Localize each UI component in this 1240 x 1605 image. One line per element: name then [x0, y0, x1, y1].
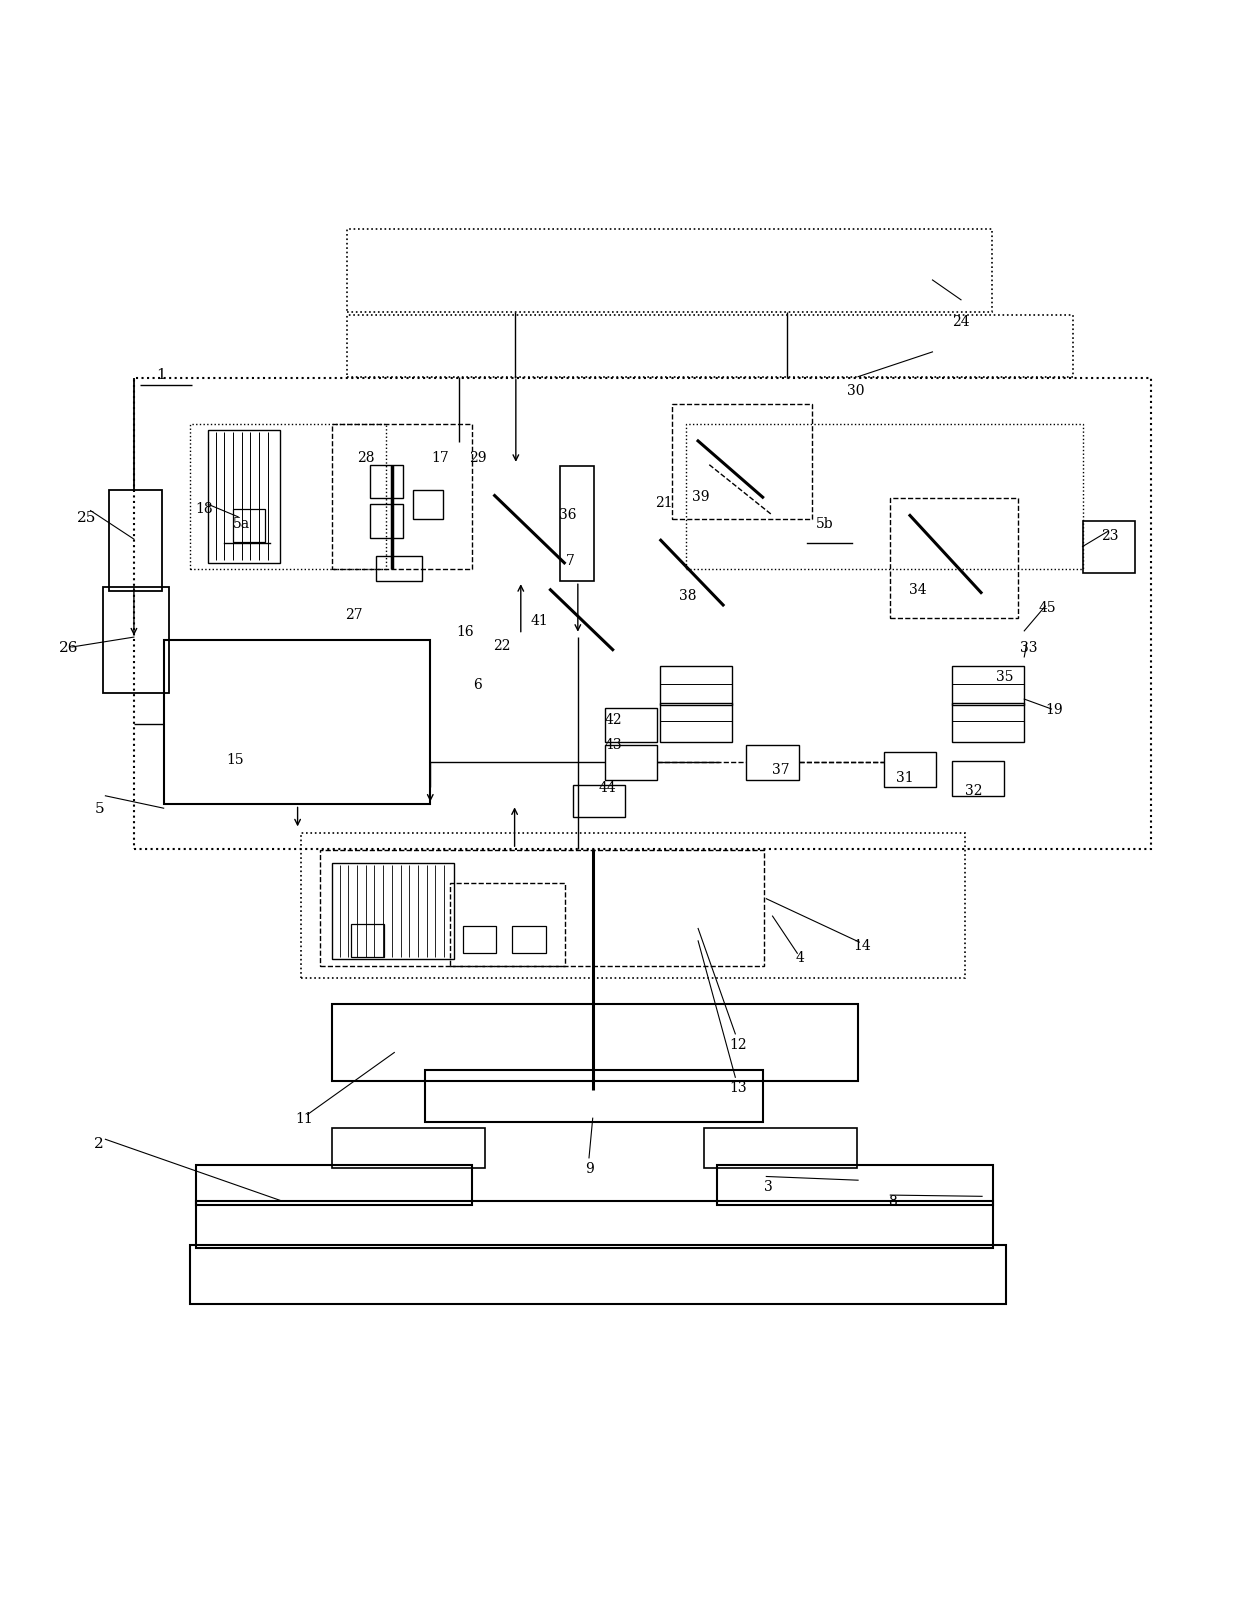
Bar — [370, 465, 403, 499]
Bar — [463, 926, 496, 953]
Bar — [376, 557, 422, 583]
Text: 36: 36 — [559, 509, 577, 522]
Text: 8: 8 — [888, 1194, 898, 1209]
Text: 21: 21 — [655, 496, 672, 510]
Text: 6: 6 — [472, 677, 482, 692]
Text: 23: 23 — [1101, 530, 1118, 542]
Text: 31: 31 — [897, 770, 914, 785]
Bar — [190, 1245, 1006, 1305]
Bar — [103, 587, 169, 693]
Text: 15: 15 — [227, 753, 244, 766]
Text: 27: 27 — [345, 607, 362, 621]
Bar — [134, 379, 1151, 849]
Text: 5b: 5b — [816, 517, 833, 531]
Text: 11: 11 — [295, 1112, 312, 1125]
Text: 30: 30 — [847, 384, 864, 398]
Bar — [573, 785, 625, 817]
Text: 45: 45 — [1039, 600, 1056, 615]
Bar — [233, 510, 265, 542]
Bar — [952, 666, 1024, 706]
Bar — [746, 745, 799, 780]
Text: 3: 3 — [764, 1180, 774, 1194]
Text: 35: 35 — [996, 669, 1013, 684]
Bar — [332, 1128, 485, 1168]
Bar — [208, 430, 280, 563]
Bar — [196, 1202, 993, 1249]
Text: 38: 38 — [680, 589, 697, 602]
Bar — [672, 404, 812, 520]
Bar — [890, 499, 1018, 620]
Bar — [370, 506, 403, 539]
Bar — [605, 708, 657, 743]
Text: 19: 19 — [1045, 703, 1063, 716]
Bar — [109, 490, 162, 592]
Text: 33: 33 — [1021, 640, 1038, 655]
Text: 2: 2 — [94, 1136, 104, 1151]
Bar — [196, 1165, 472, 1205]
Bar — [413, 490, 443, 520]
Text: 24: 24 — [952, 315, 970, 329]
Bar — [332, 863, 454, 960]
Text: 16: 16 — [456, 624, 474, 639]
Bar — [1083, 522, 1135, 573]
Bar — [952, 762, 1004, 796]
Bar — [320, 851, 764, 966]
Bar — [347, 316, 1073, 377]
Text: 34: 34 — [909, 583, 926, 597]
Text: 32: 32 — [965, 783, 982, 798]
Bar — [347, 230, 992, 313]
Bar — [660, 703, 732, 743]
Bar — [660, 666, 732, 706]
Bar — [190, 425, 386, 570]
Text: 4: 4 — [795, 950, 805, 965]
Text: 26: 26 — [58, 640, 78, 655]
Text: 37: 37 — [773, 762, 790, 777]
Text: 5: 5 — [94, 802, 104, 815]
Text: 42: 42 — [605, 713, 622, 727]
Bar — [425, 1071, 763, 1122]
Bar — [332, 425, 472, 570]
Bar — [560, 467, 594, 583]
Text: 1: 1 — [156, 368, 166, 382]
Text: 43: 43 — [605, 737, 622, 751]
Bar — [704, 1128, 857, 1168]
Text: 18: 18 — [196, 502, 213, 515]
Text: 17: 17 — [432, 451, 449, 465]
Bar — [450, 883, 565, 966]
Text: 13: 13 — [729, 1080, 746, 1095]
Text: 44: 44 — [599, 780, 616, 794]
Text: 41: 41 — [531, 613, 548, 628]
Bar — [301, 833, 965, 979]
Bar — [164, 640, 430, 806]
Text: 14: 14 — [853, 937, 870, 952]
Bar — [884, 753, 936, 788]
Bar — [686, 425, 1083, 570]
Bar — [717, 1165, 993, 1205]
Bar — [605, 745, 657, 780]
Text: 22: 22 — [494, 639, 511, 652]
Text: 7: 7 — [565, 554, 575, 568]
Text: 5a: 5a — [233, 517, 250, 531]
Bar — [351, 924, 384, 958]
Bar — [512, 926, 546, 953]
Text: 12: 12 — [729, 1037, 746, 1051]
Text: 39: 39 — [692, 490, 709, 504]
Text: 29: 29 — [469, 451, 486, 465]
Text: 9: 9 — [584, 1160, 594, 1175]
Bar — [332, 1005, 858, 1082]
Text: 25: 25 — [77, 510, 97, 525]
Text: 28: 28 — [357, 451, 374, 465]
Bar — [952, 703, 1024, 743]
